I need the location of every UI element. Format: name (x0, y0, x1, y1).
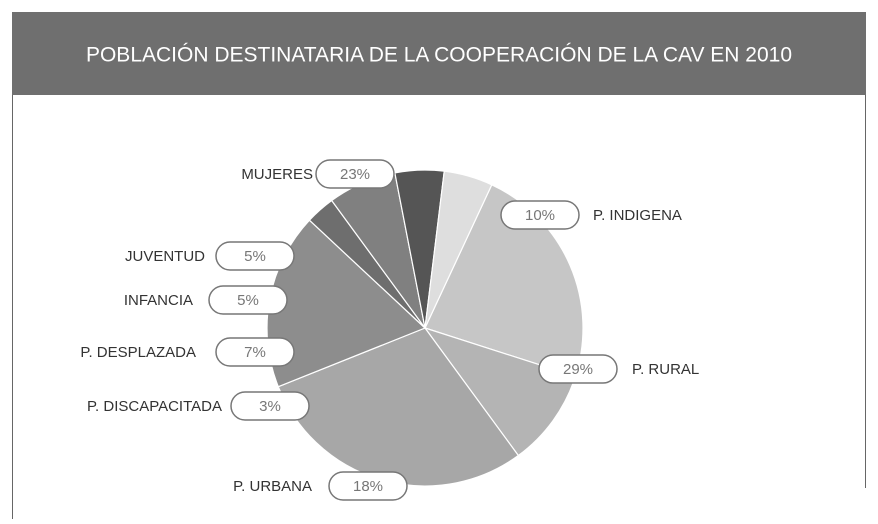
category-label: P. DESPLAZADA (80, 344, 196, 361)
chart-title: POBLACIÓN DESTINATARIA DE LA COOPERACIÓN… (86, 44, 792, 67)
value-pill (230, 391, 310, 421)
pie-slice (424, 184, 584, 378)
pie-slice (424, 170, 493, 329)
category-label: P. URBANA (233, 478, 312, 495)
value-label: 23% (340, 166, 370, 183)
value-label: 7% (244, 344, 266, 361)
value-pill (215, 337, 295, 367)
category-label: INFANCIA (124, 292, 193, 309)
value-pill (215, 241, 295, 271)
value-label: 10% (525, 207, 555, 224)
value-label: 18% (353, 478, 383, 495)
category-label: P. DISCAPACITADA (87, 398, 222, 415)
category-label: P. RURAL (632, 361, 699, 378)
value-label: 3% (259, 398, 281, 415)
value-label: 5% (244, 248, 266, 265)
value-label: 5% (237, 292, 259, 309)
category-label: JUVENTUD (125, 248, 205, 265)
value-pill (538, 354, 618, 384)
value-pill (328, 471, 408, 501)
category-label: MUJERES (241, 166, 313, 183)
value-label: 29% (563, 361, 593, 378)
value-pill (500, 200, 580, 230)
header-band (12, 12, 866, 95)
value-pill (315, 159, 395, 189)
category-label: P. INDIGENA (593, 207, 682, 224)
value-pill (208, 285, 288, 315)
